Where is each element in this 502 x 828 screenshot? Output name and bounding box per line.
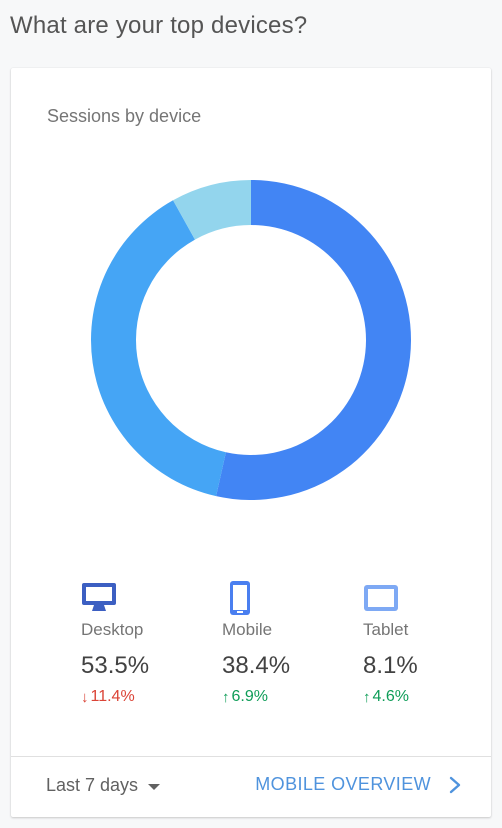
device-label: Mobile (222, 620, 273, 639)
caret-down-icon (148, 784, 161, 790)
device-value: 53.5% (81, 652, 150, 679)
device-stats: Desktop 53.5% ↓ 11.4% Mobile 38.4% ↑ 6.9… (11, 580, 491, 730)
device-change-value: 6.9% (231, 688, 268, 705)
device-value: 38.4% (222, 652, 291, 679)
mobile-overview-link[interactable]: MOBILE OVERVIEW (255, 774, 461, 795)
donut-slice-mobile[interactable] (91, 200, 226, 497)
sessions-donut-chart (91, 180, 412, 501)
arrow-up-icon: ↑ (363, 688, 371, 706)
chevron-right-icon (449, 776, 461, 793)
card-footer: Last 7 days MOBILE OVERVIEW (11, 756, 491, 817)
device-change: ↑ 4.6% (363, 688, 409, 706)
device-label: Desktop (81, 620, 144, 639)
device-label: Tablet (363, 620, 409, 639)
mobile-icon (228, 580, 264, 616)
donut-slice-desktop[interactable] (216, 180, 412, 501)
device-value: 8.1% (363, 652, 418, 679)
sessions-by-device-card: Sessions by device Desktop 53.5% ↓ 11.4% (11, 68, 491, 817)
date-range-label: Last 7 days (46, 775, 139, 795)
device-change-value: 11.4% (90, 688, 135, 705)
device-change: ↑ 6.9% (222, 688, 268, 706)
tablet-icon (363, 580, 399, 616)
device-change-value: 4.6% (372, 688, 409, 705)
donut-slice-tablet[interactable] (173, 180, 251, 240)
desktop-icon (81, 580, 117, 616)
date-range-dropdown[interactable]: Last 7 days (46, 775, 161, 796)
arrow-up-icon: ↑ (222, 688, 230, 706)
page-heading: What are your top devices? (10, 12, 308, 39)
mobile-overview-label: MOBILE OVERVIEW (255, 774, 431, 794)
device-change: ↓ 11.4% (81, 688, 135, 706)
card-title: Sessions by device (47, 106, 202, 126)
arrow-down-icon: ↓ (81, 688, 89, 706)
